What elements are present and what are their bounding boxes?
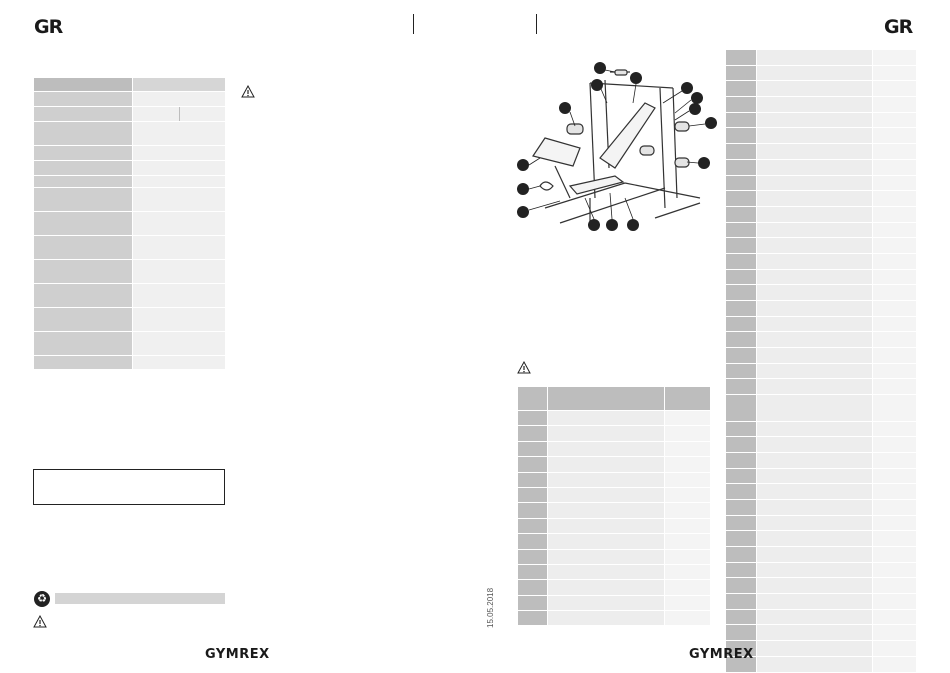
table-row bbox=[726, 468, 916, 485]
table-row bbox=[726, 562, 916, 579]
recycle-icon: ♻ bbox=[34, 591, 50, 607]
table-row bbox=[726, 421, 916, 438]
table-row bbox=[726, 65, 916, 82]
table-row bbox=[518, 411, 710, 427]
callout-marker bbox=[517, 206, 529, 218]
table-row bbox=[726, 395, 916, 422]
table-header-row bbox=[518, 387, 710, 411]
table-row bbox=[726, 144, 916, 160]
callout-marker bbox=[606, 219, 618, 231]
brand-wordmark-right: GYMREX bbox=[689, 647, 754, 662]
table-row bbox=[34, 284, 225, 308]
table-row bbox=[726, 499, 916, 516]
table-row bbox=[726, 206, 916, 223]
table-row bbox=[34, 260, 225, 284]
table-row bbox=[726, 301, 916, 317]
table-row bbox=[726, 547, 916, 563]
parts-table-short bbox=[518, 387, 710, 627]
table-row bbox=[726, 332, 916, 349]
brand-logo-left: GR bbox=[34, 16, 63, 38]
table-row bbox=[518, 611, 710, 627]
table-row bbox=[34, 332, 225, 356]
weight-bench-diagram bbox=[515, 58, 720, 243]
table-row bbox=[726, 609, 916, 626]
table-row bbox=[726, 222, 916, 239]
table-row bbox=[726, 578, 916, 595]
table-row bbox=[726, 81, 916, 98]
table-row bbox=[726, 452, 916, 469]
brand-logo-right: GR bbox=[884, 16, 913, 38]
table-row bbox=[726, 97, 916, 113]
table-header-row bbox=[34, 78, 225, 92]
document-date: 15.05.2018 bbox=[486, 587, 495, 628]
table-row bbox=[726, 363, 916, 380]
callout-marker bbox=[517, 159, 529, 171]
table-row bbox=[34, 161, 225, 176]
table-row bbox=[34, 308, 225, 332]
table-row bbox=[726, 175, 916, 192]
callout-marker bbox=[588, 219, 600, 231]
table-row bbox=[726, 515, 916, 532]
header-divider bbox=[413, 14, 414, 34]
table-row bbox=[726, 269, 916, 286]
recycle-bar bbox=[55, 593, 225, 604]
table-row bbox=[34, 146, 225, 161]
table-row bbox=[726, 531, 916, 548]
table-row bbox=[726, 238, 916, 254]
table-row bbox=[34, 236, 225, 260]
callout-marker bbox=[591, 79, 603, 91]
table-row bbox=[518, 595, 710, 612]
callout-marker bbox=[681, 82, 693, 94]
callout-marker bbox=[630, 72, 642, 84]
table-row bbox=[518, 441, 710, 458]
table-row bbox=[518, 580, 710, 596]
table-row bbox=[34, 356, 225, 370]
table-row bbox=[34, 107, 225, 122]
table-row bbox=[726, 641, 916, 657]
table-row bbox=[34, 122, 225, 146]
table-row bbox=[34, 176, 225, 188]
table-row bbox=[726, 253, 916, 270]
table-row bbox=[518, 518, 710, 535]
callout-marker bbox=[517, 183, 529, 195]
table-row bbox=[726, 437, 916, 453]
table-row bbox=[34, 188, 225, 212]
callout-marker bbox=[705, 117, 717, 129]
table-row bbox=[726, 594, 916, 610]
table-row bbox=[726, 656, 916, 673]
table-row bbox=[726, 285, 916, 301]
table-row bbox=[726, 50, 916, 66]
brand-wordmark-left: GYMREX bbox=[205, 647, 270, 662]
table-row bbox=[726, 379, 916, 396]
table-row bbox=[726, 625, 916, 642]
table-row bbox=[518, 503, 710, 519]
table-row bbox=[518, 549, 710, 565]
callout-marker bbox=[559, 102, 571, 114]
header-divider bbox=[536, 14, 537, 34]
table-row bbox=[726, 484, 916, 500]
parts-table-long bbox=[726, 50, 916, 673]
note-box bbox=[33, 469, 225, 505]
table-row bbox=[726, 159, 916, 176]
callout-marker bbox=[689, 103, 701, 115]
table-row bbox=[726, 316, 916, 333]
specification-table bbox=[34, 78, 225, 370]
table-row bbox=[518, 534, 710, 550]
table-row bbox=[518, 564, 710, 581]
table-row bbox=[518, 426, 710, 442]
callout-marker bbox=[691, 92, 703, 104]
table-row bbox=[518, 472, 710, 488]
table-row bbox=[726, 191, 916, 207]
table-row bbox=[726, 348, 916, 364]
table-row bbox=[726, 112, 916, 129]
callout-marker bbox=[594, 62, 606, 74]
table-row bbox=[726, 128, 916, 145]
callout-marker bbox=[627, 219, 639, 231]
table-row bbox=[34, 212, 225, 236]
table-row bbox=[34, 92, 225, 107]
callout-marker bbox=[698, 157, 710, 169]
table-row bbox=[518, 487, 710, 504]
table-row bbox=[518, 457, 710, 473]
